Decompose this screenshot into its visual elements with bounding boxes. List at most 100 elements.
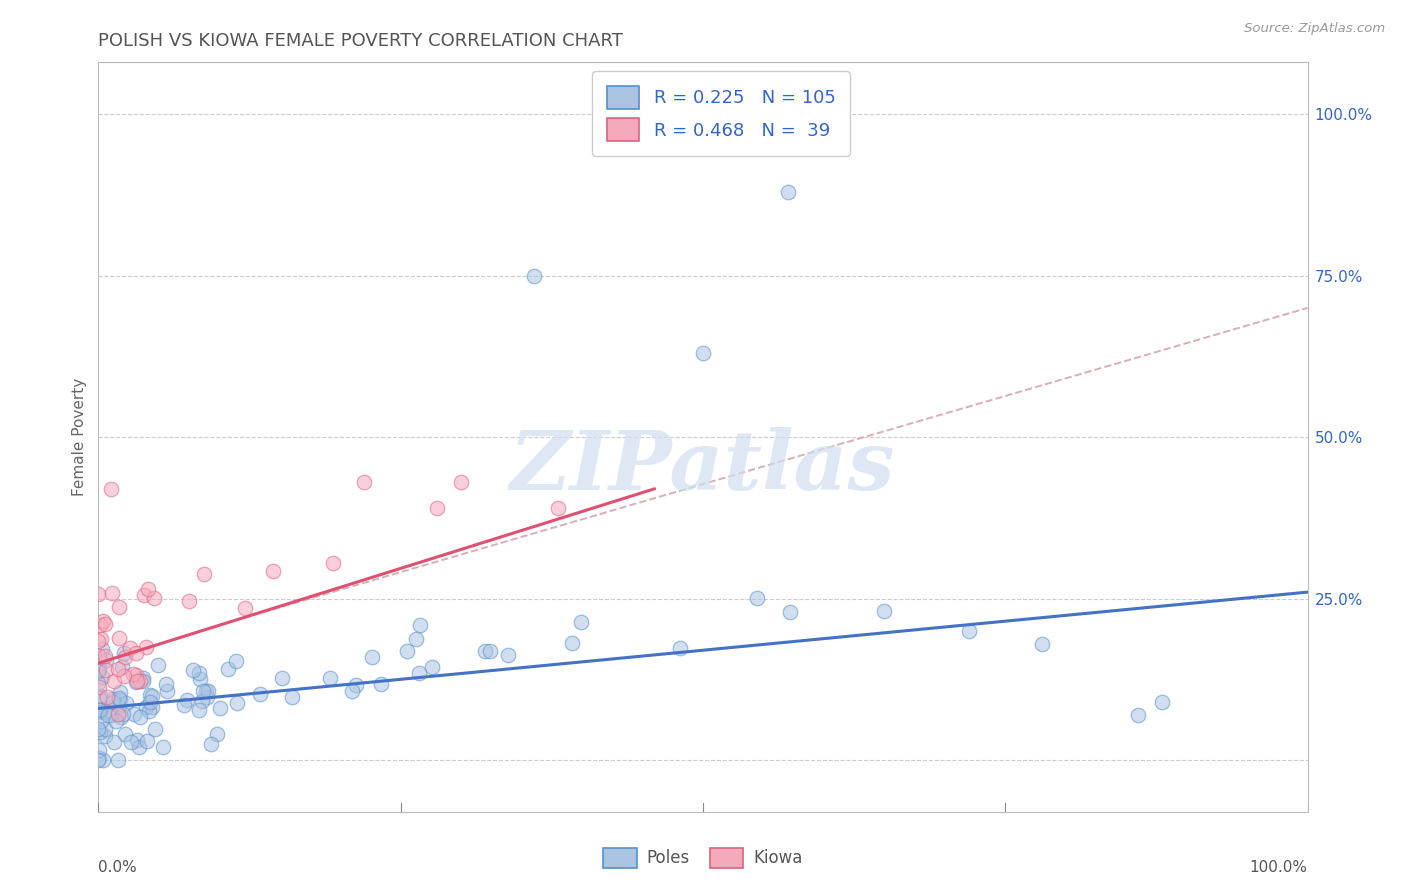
Point bbox=[132, 671, 155, 685]
Point bbox=[200, 737, 222, 751]
Point bbox=[107, 753, 129, 767]
Point bbox=[1152, 695, 1174, 709]
Point bbox=[87, 661, 110, 675]
Point bbox=[107, 699, 129, 714]
Point bbox=[125, 674, 148, 689]
Point bbox=[776, 185, 799, 199]
Point bbox=[225, 696, 247, 710]
Point bbox=[146, 657, 169, 672]
Point bbox=[188, 703, 211, 717]
Point bbox=[90, 701, 112, 715]
Point bbox=[127, 673, 149, 688]
Point bbox=[340, 684, 363, 698]
Point bbox=[179, 594, 201, 608]
Point bbox=[90, 714, 112, 728]
Point bbox=[97, 708, 120, 723]
Point bbox=[91, 670, 114, 684]
Point bbox=[105, 714, 128, 728]
Point bbox=[87, 633, 110, 648]
Text: POLISH VS KIOWA FEMALE POVERTY CORRELATION CHART: POLISH VS KIOWA FEMALE POVERTY CORRELATI… bbox=[98, 32, 623, 50]
Point bbox=[89, 680, 111, 694]
Point bbox=[107, 662, 129, 676]
Point bbox=[125, 646, 148, 660]
Point bbox=[408, 666, 430, 681]
Point bbox=[87, 753, 110, 767]
Point bbox=[91, 642, 114, 657]
Point bbox=[132, 588, 155, 602]
Point bbox=[132, 674, 155, 689]
Point bbox=[135, 640, 157, 654]
Point bbox=[107, 707, 129, 722]
Point bbox=[122, 666, 145, 681]
Text: 100.0%: 100.0% bbox=[1250, 861, 1308, 875]
Point bbox=[197, 684, 219, 698]
Point bbox=[692, 346, 714, 360]
Point bbox=[779, 605, 801, 619]
Point bbox=[420, 660, 443, 674]
Point bbox=[957, 624, 980, 638]
Point bbox=[143, 723, 166, 737]
Point bbox=[89, 649, 111, 664]
Point bbox=[249, 687, 271, 701]
Point bbox=[173, 698, 195, 712]
Point bbox=[281, 690, 304, 704]
Point bbox=[103, 691, 125, 706]
Point bbox=[100, 482, 122, 496]
Point bbox=[87, 676, 110, 690]
Point bbox=[136, 734, 159, 748]
Point bbox=[100, 708, 122, 723]
Text: Source: ZipAtlas.com: Source: ZipAtlas.com bbox=[1244, 22, 1385, 36]
Point bbox=[89, 742, 111, 756]
Point bbox=[108, 599, 131, 614]
Point bbox=[110, 710, 132, 724]
Point bbox=[118, 640, 141, 655]
Point bbox=[128, 709, 150, 723]
Point bbox=[353, 475, 375, 490]
Point bbox=[270, 671, 292, 685]
Point bbox=[205, 727, 228, 741]
Point bbox=[344, 678, 367, 692]
Point bbox=[474, 643, 496, 657]
Point bbox=[322, 556, 344, 570]
Point bbox=[426, 501, 449, 516]
Point bbox=[94, 617, 117, 632]
Point bbox=[90, 632, 112, 646]
Point bbox=[194, 684, 217, 698]
Point bbox=[108, 684, 131, 698]
Point bbox=[450, 475, 472, 490]
Point bbox=[87, 705, 110, 719]
Point bbox=[114, 646, 136, 660]
Point bbox=[195, 690, 218, 704]
Point bbox=[96, 663, 118, 677]
Point bbox=[128, 740, 150, 755]
Point bbox=[87, 587, 110, 601]
Point bbox=[155, 677, 177, 691]
Point bbox=[125, 667, 148, 681]
Point bbox=[225, 654, 247, 668]
Point bbox=[112, 669, 135, 683]
Point bbox=[409, 617, 432, 632]
Point bbox=[93, 614, 115, 628]
Point bbox=[89, 689, 111, 703]
Point bbox=[138, 704, 160, 718]
Point bbox=[361, 650, 384, 665]
Point bbox=[233, 600, 256, 615]
Point bbox=[125, 732, 148, 747]
Point bbox=[745, 591, 768, 606]
Text: ZIPatlas: ZIPatlas bbox=[510, 427, 896, 507]
Point bbox=[217, 662, 239, 676]
Point bbox=[87, 751, 110, 765]
Point bbox=[115, 696, 138, 710]
Point bbox=[87, 723, 110, 737]
Point bbox=[91, 753, 114, 767]
Y-axis label: Female Poverty: Female Poverty bbox=[72, 378, 87, 496]
Point bbox=[139, 695, 162, 709]
Point bbox=[370, 677, 392, 691]
Point bbox=[129, 674, 152, 689]
Point bbox=[143, 591, 166, 606]
Point bbox=[107, 690, 129, 705]
Point bbox=[193, 567, 215, 582]
Legend: Poles, Kiowa: Poles, Kiowa bbox=[596, 841, 810, 874]
Point bbox=[111, 660, 134, 674]
Point bbox=[101, 695, 124, 709]
